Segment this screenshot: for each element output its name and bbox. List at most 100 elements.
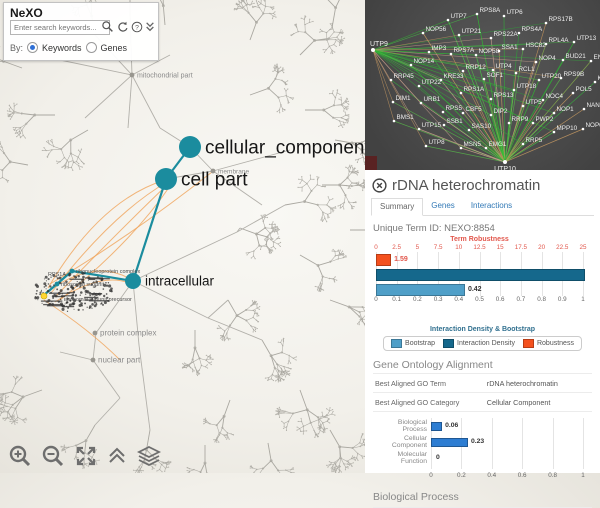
gene-node[interactable] [515, 72, 518, 75]
gene-node[interactable] [573, 41, 576, 44]
gene-label[interactable]: RPS1A [464, 86, 485, 93]
gene-label[interactable]: UTP13 [577, 35, 597, 42]
gene-node[interactable] [475, 54, 478, 57]
gene-node[interactable] [553, 131, 556, 134]
layers-icon[interactable] [136, 444, 162, 468]
gene-label[interactable]: NOP56 [426, 26, 447, 33]
tab-interactions[interactable]: Interactions [463, 198, 520, 215]
gene-node[interactable] [538, 79, 541, 82]
gene-node[interactable] [572, 92, 575, 95]
tab-summary[interactable]: Summary [371, 198, 423, 216]
gene-node[interactable] [447, 19, 450, 22]
gene-label[interactable]: UTP21 [462, 28, 482, 35]
cluster-term-label[interactable]: RPS1A [48, 272, 66, 278]
gene-label[interactable]: NOP1 [557, 106, 575, 113]
gene-node[interactable] [393, 120, 396, 123]
gene-node[interactable] [594, 81, 597, 84]
radio-genes[interactable] [86, 42, 97, 53]
gene-label[interactable]: NAN1 [587, 102, 600, 109]
gene-label[interactable]: RPS22A [494, 31, 519, 38]
gene-label[interactable]: KRE33 [444, 73, 464, 80]
gene-label[interactable]: HSC82 [526, 42, 547, 49]
gene-label[interactable]: MPP10 [557, 125, 578, 132]
gene-node[interactable] [460, 92, 463, 95]
gene-node[interactable] [490, 98, 493, 101]
gene-node[interactable] [420, 102, 423, 105]
zoom-out-icon[interactable] [41, 444, 65, 468]
gene-label[interactable]: NOP6 [586, 122, 600, 129]
gene-node[interactable] [392, 101, 395, 104]
gene-node[interactable] [583, 108, 586, 111]
gene-node[interactable] [492, 69, 495, 72]
ontology-node-label[interactable]: intracellular [145, 274, 215, 289]
gene-node[interactable] [522, 48, 525, 51]
gene-label[interactable]: DIP2 [494, 108, 508, 115]
help-icon[interactable]: ? [131, 21, 143, 33]
gene-node[interactable] [460, 147, 463, 150]
gene-label[interactable]: SAS10 [472, 123, 492, 130]
gene-label[interactable]: RRP45 [394, 73, 415, 80]
gene-node[interactable] [476, 13, 479, 16]
gene-node[interactable] [410, 64, 413, 67]
gene-node[interactable] [425, 145, 428, 148]
gene-label[interactable]: PWP2 [536, 116, 554, 123]
radio-genes-label[interactable]: Genes [101, 43, 128, 53]
gene-node[interactable] [418, 128, 421, 131]
gene-node[interactable] [582, 128, 585, 131]
gene-label[interactable]: NOP14 [414, 58, 435, 65]
gene-node[interactable] [562, 59, 565, 62]
collapse-tree-icon[interactable] [107, 444, 127, 468]
gene-node[interactable] [513, 89, 516, 92]
gene-label[interactable]: UTP8 [429, 139, 446, 146]
gene-label[interactable]: UTP20 [542, 73, 562, 80]
search-icon[interactable] [101, 20, 114, 33]
gene-label[interactable]: UTP18 [517, 83, 537, 90]
gene-node[interactable] [443, 124, 446, 127]
gene-label[interactable]: NOP4 [539, 55, 557, 62]
gene-label[interactable]: POL5 [576, 86, 593, 93]
gene-label[interactable]: RRP9 [512, 116, 529, 123]
gene-node[interactable] [503, 15, 506, 18]
gene-node[interactable] [468, 129, 471, 132]
gene-label[interactable]: CBF5 [466, 106, 483, 113]
gene-node[interactable] [483, 78, 486, 81]
gene-label[interactable]: UTP5 [526, 99, 543, 106]
gene-label[interactable]: RPS7A [454, 47, 475, 54]
gene-node[interactable] [485, 147, 488, 150]
ontology-node-label[interactable]: cell part [181, 170, 248, 191]
gene-label[interactable]: UTP6 [507, 9, 524, 16]
gene-label[interactable]: RRP12 [466, 64, 487, 71]
gene-node[interactable] [422, 32, 425, 35]
gene-label[interactable]: BMS1 [397, 114, 415, 121]
zoom-in-icon[interactable] [8, 444, 32, 468]
gene-label[interactable]: EMG1 [489, 141, 507, 148]
gene-label[interactable]: RPS17B [549, 16, 573, 23]
cluster-term-label[interactable]: ribosomal subunit precursor [64, 297, 132, 303]
gene-label[interactable]: RPS5 [446, 105, 463, 112]
gene-node[interactable] [490, 114, 493, 117]
ontology-node-label[interactable]: protein complex [100, 329, 156, 338]
gene-label[interactable]: UTP22 [422, 79, 442, 86]
gene-node[interactable] [508, 122, 511, 125]
gene-label[interactable]: RPL4A [549, 37, 570, 44]
ontology-node[interactable] [179, 136, 201, 158]
gene-label[interactable]: RPS9B [564, 71, 585, 78]
ontology-node[interactable] [155, 168, 177, 190]
gene-node[interactable] [553, 112, 556, 115]
gene-label[interactable]: BUD21 [566, 53, 587, 60]
search-input[interactable] [10, 20, 110, 35]
collapse-icon[interactable] [145, 21, 155, 33]
gene-node[interactable] [371, 48, 375, 52]
gene-node[interactable] [458, 34, 461, 37]
ontology-node[interactable] [125, 273, 141, 289]
radio-keywords[interactable] [27, 42, 38, 53]
gene-label[interactable]: RPS4A [522, 26, 543, 33]
gene-node[interactable] [462, 112, 465, 115]
gene-label[interactable]: SSB1 [447, 118, 464, 125]
gene-node[interactable] [518, 32, 521, 35]
gene-label[interactable]: NOC4 [546, 93, 564, 100]
cluster-term-label[interactable]: ribosomal subunit [61, 282, 105, 288]
gene-label[interactable]: URB1 [424, 96, 441, 103]
gene-label[interactable]: MSN5 [464, 141, 482, 148]
